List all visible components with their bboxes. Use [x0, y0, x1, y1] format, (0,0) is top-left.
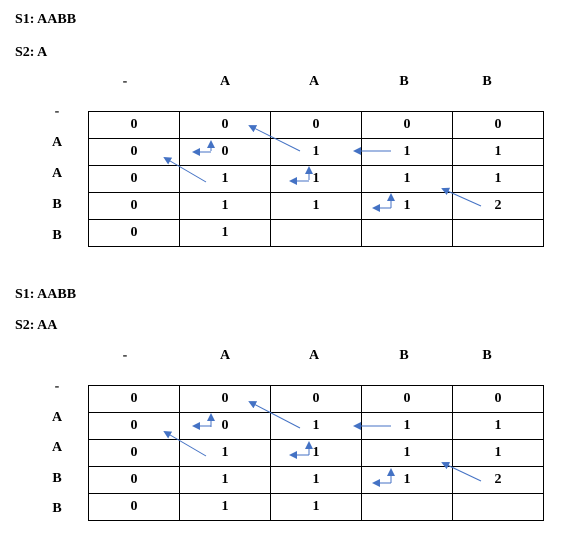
row-header: A: [51, 135, 63, 150]
table-cell: 0: [452, 111, 544, 139]
row-header: -: [54, 104, 60, 119]
table-cell: 0: [179, 412, 271, 440]
table-cell: 0: [88, 165, 180, 193]
col-header: A: [219, 74, 231, 89]
s1-label-2: S1: AABB: [15, 287, 77, 302]
table-cell: 0: [361, 111, 453, 139]
row-header: A: [51, 410, 63, 425]
table-cell: 0: [88, 493, 180, 521]
table-cell: 1: [361, 192, 453, 220]
table-cell: 1: [452, 165, 544, 193]
col-header: -: [122, 348, 128, 363]
dp-table-1: 0 0 0 0 0 0 0 1 1 1 0 1 1 1 1 0 1 1 1 2 …: [88, 111, 544, 247]
table-row: 0 1: [88, 219, 544, 247]
table-row: 0 0 0 0 0: [88, 385, 544, 413]
s2-label-2: S2: AA: [15, 318, 58, 333]
table-cell: [361, 493, 453, 521]
table-cell: 0: [179, 138, 271, 166]
table-cell: [452, 219, 544, 247]
table-cell: 1: [452, 138, 544, 166]
table-cell: 1: [361, 466, 453, 494]
table-cell: 2: [452, 466, 544, 494]
col-header: B: [399, 348, 409, 363]
s2-label-1: S2: A: [15, 45, 48, 60]
table-cell: 0: [361, 385, 453, 413]
table-cell: 0: [179, 111, 271, 139]
table-cell: 1: [361, 165, 453, 193]
table-cell: 0: [88, 138, 180, 166]
table-row: 0 0 1 1 1: [88, 412, 544, 440]
table-cell: [361, 219, 453, 247]
s1-label-1: S1: AABB: [15, 12, 77, 27]
table-cell: 0: [270, 385, 362, 413]
col-header: B: [482, 74, 492, 89]
row-header: B: [52, 501, 62, 516]
col-header: A: [308, 348, 320, 363]
row-header: -: [54, 379, 60, 394]
table-cell: 1: [179, 219, 271, 247]
row-header: A: [51, 440, 63, 455]
col-header: B: [482, 348, 492, 363]
table-cell: 1: [270, 192, 362, 220]
table-cell: 0: [88, 192, 180, 220]
table-row: 0 1 1 1 1: [88, 165, 544, 193]
col-header: A: [219, 348, 231, 363]
table-cell: 0: [88, 439, 180, 467]
table-cell: 1: [361, 138, 453, 166]
table-row: 0 1 1 1 2: [88, 192, 544, 220]
table-cell: 0: [88, 385, 180, 413]
row-header: A: [51, 166, 63, 181]
table-cell: 0: [88, 111, 180, 139]
table-cell: [452, 493, 544, 521]
table-cell: 0: [452, 385, 544, 413]
table-cell: [270, 219, 362, 247]
table-cell: 1: [179, 466, 271, 494]
table-row: 0 0 0 0 0: [88, 111, 544, 139]
table-cell: 1: [361, 412, 453, 440]
dp-table-2: 0 0 0 0 0 0 0 1 1 1 0 1 1 1 1 0 1 1 1 2 …: [88, 385, 544, 521]
table-cell: 1: [452, 412, 544, 440]
table-cell: 1: [270, 412, 362, 440]
table-cell: 0: [270, 111, 362, 139]
table-row: 0 0 1 1 1: [88, 138, 544, 166]
table-cell: 1: [270, 138, 362, 166]
table-cell: 0: [88, 412, 180, 440]
table-row: 0 1 1: [88, 493, 544, 521]
row-header: B: [52, 471, 62, 486]
table-cell: 0: [179, 385, 271, 413]
table-cell: 1: [270, 439, 362, 467]
col-header: B: [399, 74, 409, 89]
table-cell: 0: [88, 219, 180, 247]
table-cell: 1: [179, 192, 271, 220]
col-header: A: [308, 74, 320, 89]
table-cell: 2: [452, 192, 544, 220]
table-cell: 1: [452, 439, 544, 467]
table-row: 0 1 1 1 1: [88, 439, 544, 467]
row-header: B: [52, 228, 62, 243]
col-header: -: [122, 74, 128, 89]
table-cell: 1: [179, 165, 271, 193]
table-row: 0 1 1 1 2: [88, 466, 544, 494]
table-cell: 0: [88, 466, 180, 494]
table-cell: 1: [361, 439, 453, 467]
table-cell: 1: [270, 466, 362, 494]
row-header: B: [52, 197, 62, 212]
table-cell: 1: [270, 493, 362, 521]
table-cell: 1: [179, 439, 271, 467]
table-cell: 1: [270, 165, 362, 193]
table-cell: 1: [179, 493, 271, 521]
